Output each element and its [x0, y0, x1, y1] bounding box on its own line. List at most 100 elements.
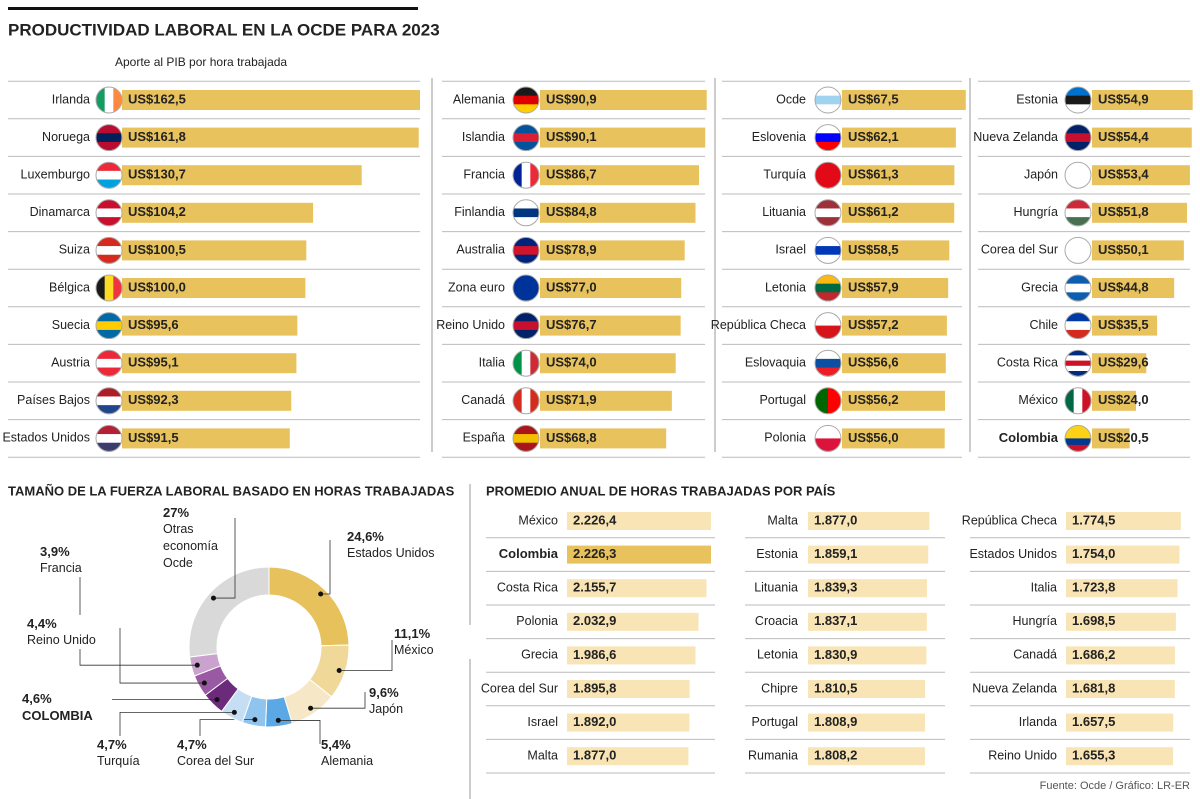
leader-dot [336, 668, 342, 674]
flag-outline [95, 312, 123, 340]
flag [1065, 275, 1091, 302]
bar [540, 278, 682, 298]
category-label: Reino Unido [436, 318, 505, 332]
category-label: Portugal [751, 715, 798, 729]
flag-outline [1064, 124, 1092, 152]
category-label: Finlandia [454, 205, 505, 219]
leader-line [320, 540, 331, 595]
value-label: US$56,0 [848, 430, 899, 445]
category-label: Irlanda [1019, 715, 1057, 729]
category-label: Francia [463, 167, 505, 181]
value-label: US$67,5 [848, 91, 899, 106]
flag-stripe [1065, 365, 1091, 372]
flag-outline [1064, 312, 1092, 340]
value-label: 2.226,3 [573, 546, 616, 561]
flag-stripe [513, 387, 523, 414]
category-label: Italia [1031, 580, 1057, 594]
bar [842, 165, 955, 186]
flag-stripe [1065, 321, 1091, 331]
category-label: Australia [456, 243, 505, 257]
flag-outline [1064, 349, 1092, 377]
value-label: 1.808,9 [814, 714, 857, 729]
value-label: 1.877,0 [573, 748, 616, 763]
value-label: US$61,3 [848, 167, 899, 182]
category-label: Noruega [42, 130, 90, 144]
bar [1066, 579, 1178, 598]
flag-outline [512, 161, 540, 189]
value-label: US$35,5 [1098, 317, 1149, 332]
category-label: Hungría [1014, 205, 1059, 219]
flag-stripe [815, 367, 841, 377]
leader-dot [318, 591, 324, 597]
bar [540, 240, 685, 261]
flag-stripe [96, 208, 122, 218]
value-label: US$50,1 [1098, 242, 1149, 257]
flag-outline [814, 199, 842, 227]
value-label: 2.226,4 [573, 512, 617, 527]
bar [567, 545, 711, 564]
value-label: 1.723,8 [1072, 580, 1115, 595]
value-label: 11,1% [394, 626, 431, 641]
flag-stripe [96, 141, 122, 152]
flag-stripe [513, 350, 523, 377]
slice-label: 3,9% Francia [40, 543, 120, 577]
flag-outline [95, 161, 123, 189]
bar [1092, 90, 1193, 110]
flag-stripe [1065, 371, 1091, 377]
slice-label: 24,6% Estados Unidos [347, 528, 467, 562]
category-label: Dinamarca [30, 205, 90, 219]
bar [1092, 165, 1190, 186]
flag-stripe [1073, 387, 1083, 414]
flag-stripe [513, 312, 539, 322]
category-label: República Checa [962, 513, 1057, 527]
flag [513, 87, 539, 114]
bar [567, 579, 707, 598]
title-rule [8, 7, 418, 10]
value-label: US$71,9 [546, 392, 597, 407]
flag-stripe [96, 442, 122, 452]
category-label: Alemania [453, 92, 505, 106]
flag-stripe [815, 95, 841, 105]
value-label: US$78,9 [546, 242, 597, 257]
flag [1065, 312, 1091, 340]
flag-stripe [815, 199, 841, 209]
flag-stripe [96, 237, 122, 247]
category-label: Colombia [999, 430, 1059, 445]
bar [842, 278, 949, 298]
flag [96, 87, 123, 113]
flag-stripe [1065, 444, 1091, 452]
category-label: Nueva Zelanda [973, 130, 1058, 144]
flag [815, 350, 841, 377]
category-label: Lituania [754, 580, 798, 594]
bar [567, 747, 689, 766]
value-label: 1.810,5 [814, 680, 857, 695]
bar [1066, 646, 1176, 665]
bar [842, 90, 966, 110]
flag-stripe [815, 438, 841, 452]
flag-stripe [815, 87, 841, 97]
category-label: Estados Unidos [347, 546, 435, 560]
flag-stripe [1065, 283, 1091, 293]
flag-outline [95, 274, 123, 302]
category-label: México [1018, 393, 1058, 407]
value-label: 3,9% [40, 544, 70, 559]
flag-stripe [1065, 95, 1091, 105]
bar [1092, 315, 1158, 336]
flag-stripe [513, 237, 539, 247]
value-label: 1.859,1 [814, 546, 857, 561]
category-label: Reino Unido [988, 748, 1057, 762]
flag-outline [1064, 236, 1092, 264]
flag [96, 350, 122, 377]
page-title: PRODUCTIVIDAD LABORAL EN LA OCDE PARA 20… [8, 20, 440, 39]
bar [122, 315, 298, 336]
bar [1092, 240, 1184, 261]
category-label: Corea del Sur [981, 243, 1058, 257]
flag [815, 237, 841, 264]
flag-stripe [96, 425, 122, 435]
flag-stripe [96, 350, 122, 360]
flag-stripe [1065, 329, 1091, 340]
value-label: US$74,0 [546, 355, 597, 370]
bar [540, 90, 707, 110]
flag-stripe [96, 246, 122, 256]
flag [1065, 124, 1091, 152]
